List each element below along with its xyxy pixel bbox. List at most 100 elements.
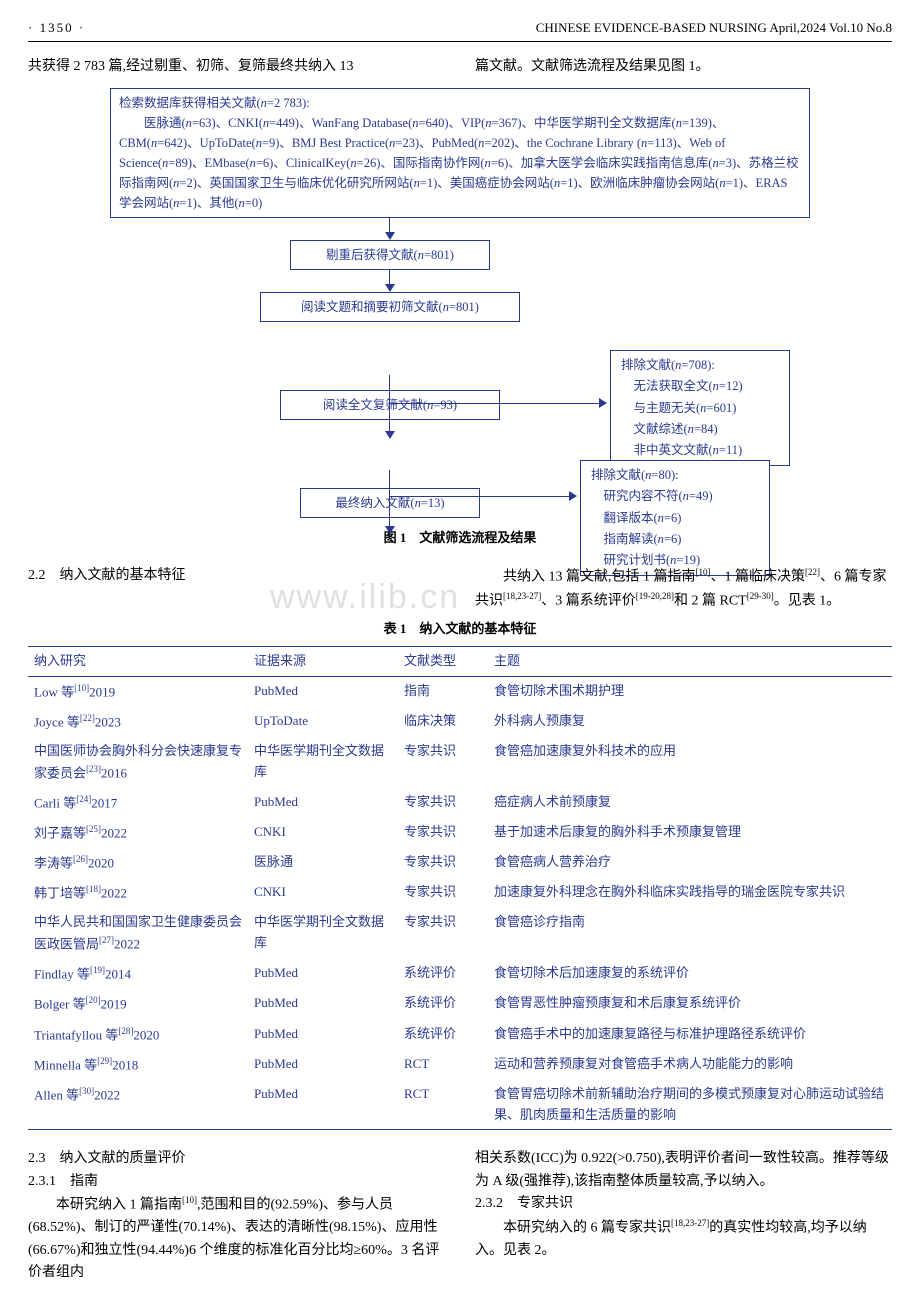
table-cell: PubMed: [248, 1050, 398, 1080]
table-cell: 食管胃恶性肿瘤预康复和术后康复系统评价: [488, 989, 892, 1019]
table-row: 李涛等[26]2020医脉通专家共识食管癌病人营养治疗: [28, 848, 892, 878]
section-heading: 2.2 纳入文献的基本特征: [28, 565, 445, 587]
subsection-heading: 2.3.2 专家共识: [475, 1193, 892, 1215]
table-cell: Bolger 等[20]2019: [28, 989, 248, 1019]
table-cell: Carli 等[24]2017: [28, 788, 248, 818]
table-cell: 医脉通: [248, 848, 398, 878]
fc-box-dedup: 剔重后获得文献(n=801): [290, 240, 490, 270]
table-row: Minnella 等[29]2018PubMedRCT运动和营养预康复对食管癌手…: [28, 1050, 892, 1080]
fc-arrow-right-icon: [569, 491, 577, 501]
section-2-3: 2.3 纳入文献的质量评价 2.3.1 指南 本研究纳入 1 篇指南[10],范…: [28, 1148, 892, 1284]
table-cell: 食管切除术围术期护理: [488, 676, 892, 707]
table-cell: Triantafyllou 等[28]2020: [28, 1020, 248, 1050]
table-cell: 食管癌加速康复外科技术的应用: [488, 737, 892, 788]
intro-left: 共获得 2 783 篇,经过剔重、初筛、复筛最终共纳入 13: [28, 56, 445, 78]
table-header-row: 纳入研究 证据来源 文献类型 主题: [28, 646, 892, 676]
table-cell: 食管癌病人营养治疗: [488, 848, 892, 878]
subsection-body: 本研究纳入 1 篇指南[10],范围和目的(92.59%)、参与人员(68.52…: [28, 1193, 445, 1284]
fc-box-sources: 检索数据库获得相关文献(n=2 783): 医脉通(n=63)、CNKI(n=4…: [110, 88, 810, 218]
table-cell: UpToDate: [248, 707, 398, 737]
table-cell: 外科病人预康复: [488, 707, 892, 737]
col-topic: 主题: [488, 646, 892, 676]
fc-connector: [389, 270, 390, 284]
table-cell: 专家共识: [398, 908, 488, 959]
table-cell: RCT: [398, 1080, 488, 1130]
table-cell: RCT: [398, 1050, 488, 1080]
table-caption: 表 1 纳入文献的基本特征: [28, 619, 892, 640]
col-type: 文献类型: [398, 646, 488, 676]
table-cell: 刘子嘉等[25]2022: [28, 818, 248, 848]
table-cell: 李涛等[26]2020: [28, 848, 248, 878]
table-row: Triantafyllou 等[28]2020PubMed系统评价食管癌手术中的…: [28, 1020, 892, 1050]
section-heading: 2.3 纳入文献的质量评价: [28, 1148, 445, 1170]
fc-arrow-icon: [385, 431, 395, 439]
table-cell: PubMed: [248, 1020, 398, 1050]
table-cell: 专家共识: [398, 788, 488, 818]
page-header: · 1350 · CHINESE EVIDENCE-BASED NURSING …: [28, 18, 892, 42]
table-cell: PubMed: [248, 676, 398, 707]
table-row: Findlay 等[19]2014PubMed系统评价食管切除术后加速康复的系统…: [28, 959, 892, 989]
fc-box-final: 最终纳入文献(n=13): [300, 488, 480, 518]
table-row: 刘子嘉等[25]2022CNKI专家共识基于加速术后康复的胸外科手术预康复管理: [28, 818, 892, 848]
table-cell: 专家共识: [398, 848, 488, 878]
table-row: 中国医师协会胸外科分会快速康复专家委员会[23]2016中华医学期刊全文数据库专…: [28, 737, 892, 788]
col-source: 证据来源: [248, 646, 398, 676]
table-cell: 食管胃癌切除术前新辅助治疗期间的多模式预康复对心肺运动试验结果、肌肉质量和生活质…: [488, 1080, 892, 1130]
subsection-heading: 2.3.1 指南: [28, 1171, 445, 1193]
table-row: Low 等[10]2019PubMed指南食管切除术围术期护理: [28, 676, 892, 707]
fc-arrow-icon: [385, 284, 395, 292]
table-cell: 加速康复外科理念在胸外科临床实践指导的瑞金医院专家共识: [488, 878, 892, 908]
intro-right: 篇文献。文献筛选流程及结果见图 1。: [475, 56, 892, 78]
table-cell: 系统评价: [398, 1020, 488, 1050]
table-cell: 专家共识: [398, 737, 488, 788]
page-number: · 1350 ·: [28, 18, 85, 39]
table-cell: PubMed: [248, 1080, 398, 1130]
table-1: 纳入研究 证据来源 文献类型 主题 Low 等[10]2019PubMed指南食…: [28, 646, 892, 1130]
fc-connector: [389, 403, 599, 404]
table-cell: PubMed: [248, 989, 398, 1019]
table-cell: 专家共识: [398, 878, 488, 908]
fc-arrow-icon: [385, 232, 395, 240]
section-body: 共纳入 13 篇文献,包括 1 篇指南[10]、1 篇临床决策[22]、6 篇专…: [475, 565, 892, 613]
col-study: 纳入研究: [28, 646, 248, 676]
table-cell: PubMed: [248, 959, 398, 989]
table-cell: 食管癌诊疗指南: [488, 908, 892, 959]
fc-arrow-icon: [385, 526, 395, 534]
section-2-2: 2.2 纳入文献的基本特征 共纳入 13 篇文献,包括 1 篇指南[10]、1 …: [28, 565, 892, 613]
fc-arrow-right-icon: [599, 398, 607, 408]
table-cell: Low 等[10]2019: [28, 676, 248, 707]
flowchart: 检索数据库获得相关文献(n=2 783): 医脉通(n=63)、CNKI(n=4…: [90, 88, 830, 518]
table-cell: 中华医学期刊全文数据库: [248, 908, 398, 959]
fc-connector: [389, 218, 390, 232]
table-cell: CNKI: [248, 818, 398, 848]
table-cell: 中国医师协会胸外科分会快速康复专家委员会[23]2016: [28, 737, 248, 788]
table-row: 中华人民共和国国家卫生健康委员会医政医管局[27]2022中华医学期刊全文数据库…: [28, 908, 892, 959]
table-cell: Allen 等[30]2022: [28, 1080, 248, 1130]
table-cell: 癌症病人术前预康复: [488, 788, 892, 818]
fc-connector: [389, 496, 569, 497]
journal-title: CHINESE EVIDENCE-BASED NURSING April,202…: [536, 18, 892, 39]
table-row: Bolger 等[20]2019PubMed系统评价食管胃恶性肿瘤预康复和术后康…: [28, 989, 892, 1019]
table-cell: 临床决策: [398, 707, 488, 737]
fc-box-fulltext-screen: 阅读全文复筛文献(n=93): [280, 390, 500, 420]
table-cell: Findlay 等[19]2014: [28, 959, 248, 989]
intro-paragraph: 共获得 2 783 篇,经过剔重、初筛、复筛最终共纳入 13 篇文献。文献筛选流…: [28, 56, 892, 78]
table-cell: 食管癌手术中的加速康复路径与标准护理路径系统评价: [488, 1020, 892, 1050]
subsection-body: 本研究纳入的 6 篇专家共识[18,23-27]的真实性均较高,均予以纳入。见表…: [475, 1216, 892, 1262]
table-cell: 食管切除术后加速康复的系统评价: [488, 959, 892, 989]
fc-side-exclude-2: 排除文献(n=80): 研究内容不符(n=49) 翻译版本(n=6) 指南解读(…: [580, 460, 770, 576]
table-cell: 基于加速术后康复的胸外科手术预康复管理: [488, 818, 892, 848]
table-cell: 运动和营养预康复对食管癌手术病人功能能力的影响: [488, 1050, 892, 1080]
table-cell: Minnella 等[29]2018: [28, 1050, 248, 1080]
table-row: Joyce 等[22]2023UpToDate临床决策外科病人预康复: [28, 707, 892, 737]
table-cell: 中华医学期刊全文数据库: [248, 737, 398, 788]
table-cell: 专家共识: [398, 818, 488, 848]
table-cell: 指南: [398, 676, 488, 707]
table-cell: 中华人民共和国国家卫生健康委员会医政医管局[27]2022: [28, 908, 248, 959]
table-cell: CNKI: [248, 878, 398, 908]
subsection-body-cont: 相关系数(ICC)为 0.922(>0.750),表明评价者间一致性较高。推荐等…: [475, 1148, 892, 1193]
table-row: Carli 等[24]2017PubMed专家共识癌症病人术前预康复: [28, 788, 892, 818]
table-cell: 系统评价: [398, 959, 488, 989]
table-cell: 韩丁培等[18]2022: [28, 878, 248, 908]
table-row: 韩丁培等[18]2022CNKI专家共识加速康复外科理念在胸外科临床实践指导的瑞…: [28, 878, 892, 908]
